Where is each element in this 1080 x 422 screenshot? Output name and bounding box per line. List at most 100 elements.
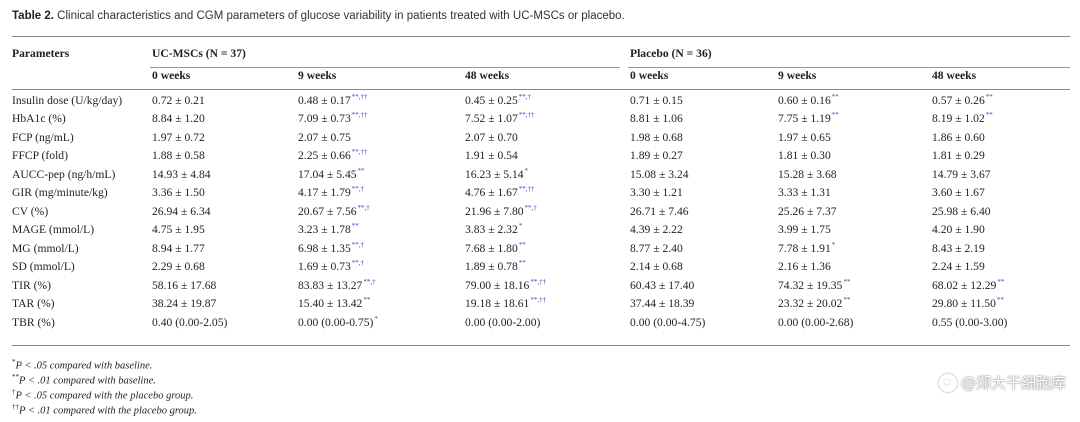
table-body: Insulin dose (U/kg/day) 0.72 ± 0.21 0.48 ±…: [12, 87, 1070, 332]
table-cell: 2.07 ± 0.70: [465, 128, 630, 147]
table-caption: Table 2. Clinical characteristics and CG…: [12, 10, 625, 22]
table-cell: 4.17 ± 1.79**,†: [298, 184, 465, 203]
table-cell: 4.76 ± 1.67**,††: [465, 184, 630, 203]
table-cell: 3.99 ± 1.75: [778, 221, 932, 240]
cell-value: 4.39 ± 2.22: [630, 223, 683, 237]
significance-mark: *: [831, 240, 836, 249]
table-cell: 14.79 ± 3.67: [932, 165, 1070, 184]
footnotes: *P < .05 compared with baseline. **P < .…: [12, 357, 197, 417]
cell-value: 1.89 ± 0.78: [465, 260, 518, 274]
table-cell: 19.18 ± 18.61**,††: [465, 295, 630, 314]
row-parameter: MAGE (mmol/L): [12, 223, 95, 237]
cell-value: 2.07 ± 0.70: [465, 130, 518, 144]
cell-value: 1.91 ± 0.54: [465, 149, 518, 163]
cell-value: 0.45 ± 0.25: [465, 93, 518, 107]
table-cell: 15.28 ± 3.68: [778, 165, 932, 184]
table-cell: 2.29 ± 0.68: [152, 258, 298, 277]
cell-value: 25.98 ± 6.40: [932, 204, 991, 218]
row-parameter: SD (mmol/L): [12, 260, 75, 274]
table-cell: 1.89 ± 0.27: [630, 147, 778, 166]
cell-value: 1.97 ± 0.72: [152, 130, 205, 144]
table-cell: 0.40 (0.00-2.05): [152, 313, 298, 332]
placebo-group-header: Placebo (N = 36): [630, 46, 712, 60]
cell-value: 3.99 ± 1.75: [778, 223, 831, 237]
cell-value: 15.40 ± 13.42: [298, 297, 363, 311]
significance-mark: **,††: [351, 148, 368, 157]
cell-value: 8.81 ± 1.06: [630, 112, 683, 126]
table-cell: 1.81 ± 0.30: [778, 147, 932, 166]
watermark-text: @郑大干细胞库: [960, 374, 1066, 392]
significance-mark: **,††: [351, 111, 368, 120]
table-cell: 17.04 ± 5.45**: [298, 165, 465, 184]
table-cell: 16.23 ± 5.14*: [465, 165, 630, 184]
cell-value: 0.00 (0.00-2.00): [465, 315, 541, 329]
significance-mark: **: [997, 277, 1005, 286]
group-rule-ucmsc: [150, 67, 620, 68]
cell-value: 1.89 ± 0.27: [630, 149, 683, 163]
significance-mark: **,††: [518, 111, 535, 120]
significance-mark: **: [985, 92, 993, 101]
table-cell: 7.75 ± 1.19**: [778, 110, 932, 129]
significance-mark: **,†: [351, 185, 364, 194]
cell-value: 0.71 ± 0.15: [630, 93, 683, 107]
cell-value: 14.93 ± 4.84: [152, 167, 211, 181]
table-cell: 8.84 ± 1.20: [152, 110, 298, 129]
group-header-row: Parameters UC-MSCs (N = 37) Placebo (N =…: [12, 42, 1070, 64]
table-cell: 3.83 ± 2.32*: [465, 221, 630, 240]
table-cell: 60.43 ± 17.40: [630, 276, 778, 295]
table-cell: 14.93 ± 4.84: [152, 165, 298, 184]
cell-value: 25.26 ± 7.37: [778, 204, 837, 218]
cell-value: 23.32 ± 20.02: [778, 297, 843, 311]
table-cell: 0.00 (0.00-0.75)*: [298, 313, 465, 332]
table-cell: 58.16 ± 17.68: [152, 276, 298, 295]
footnote: *P < .05 compared with baseline.: [12, 358, 153, 372]
col-header: 0 weeks: [630, 69, 669, 82]
table-cell: 8.81 ± 1.06: [630, 110, 778, 129]
cell-value: 68.02 ± 12.29: [932, 278, 997, 292]
cell-value: 7.78 ± 1.91: [778, 241, 831, 255]
table-cell: 3.30 ± 1.21: [630, 184, 778, 203]
row-parameter: TAR (%): [12, 297, 55, 311]
cell-value: 4.20 ± 1.90: [932, 223, 985, 237]
row-parameter: AUCC-pep (ng/h/mL): [12, 167, 116, 181]
table-cell: 29.80 ± 11.50**: [932, 295, 1070, 314]
table-cell: 20.67 ± 7.56**,†: [298, 202, 465, 221]
col-header: 9 weeks: [298, 69, 337, 82]
group-rule-placebo: [628, 67, 1070, 68]
significance-mark: **: [831, 92, 839, 101]
significance-mark: **,†: [518, 92, 531, 101]
significance-mark: **: [518, 259, 526, 268]
table-cell: 37.44 ± 18.39: [630, 295, 778, 314]
table-cell: 3.23 ± 1.78**: [298, 221, 465, 240]
significance-mark: **,†: [524, 203, 537, 212]
cell-value: 1.97 ± 0.65: [778, 130, 831, 144]
cell-value: 0.60 ± 0.16: [778, 93, 831, 107]
table-cell: 0.00 (0.00-4.75): [630, 313, 778, 332]
table-cell: 2.14 ± 0.68: [630, 258, 778, 277]
cell-value: 83.83 ± 13.27: [298, 278, 363, 292]
cell-value: 58.16 ± 17.68: [152, 278, 217, 292]
col-header: 0 weeks: [152, 69, 191, 82]
significance-mark: **: [363, 296, 371, 305]
cell-value: 8.77 ± 2.40: [630, 241, 683, 255]
data-table: Parameters UC-MSCs (N = 37) Placebo (N =…: [12, 42, 1070, 332]
table-row: CV (%) 26.94 ± 6.34 20.67 ± 7.56**,† 21.96 …: [12, 202, 1070, 221]
table-row: Insulin dose (U/kg/day) 0.72 ± 0.21 0.48 ±…: [12, 87, 1070, 110]
table-cell: 0.55 (0.00-3.00): [932, 313, 1070, 332]
table-cell: 6.98 ± 1.35**,†: [298, 239, 465, 258]
cell-value: 7.75 ± 1.19: [778, 112, 831, 126]
cell-value: 1.86 ± 0.60: [932, 130, 985, 144]
row-parameter: FFCP (fold): [12, 149, 68, 163]
significance-mark: **,††: [530, 277, 547, 286]
significance-mark: **: [831, 111, 839, 120]
row-parameter: Insulin dose (U/kg/day): [12, 93, 123, 107]
row-parameter: TIR (%): [12, 278, 51, 292]
table-title: Clinical characteristics and CGM paramet…: [57, 10, 625, 22]
cell-value: 1.88 ± 0.58: [152, 149, 205, 163]
col-header: 48 weeks: [932, 69, 977, 82]
significance-mark: **,†: [357, 203, 370, 212]
cell-value: 3.36 ± 1.50: [152, 186, 205, 200]
table-cell: 38.24 ± 19.87: [152, 295, 298, 314]
top-rule: [12, 36, 1070, 37]
footnote: ††P < .01 compared with the placebo grou…: [12, 403, 197, 417]
